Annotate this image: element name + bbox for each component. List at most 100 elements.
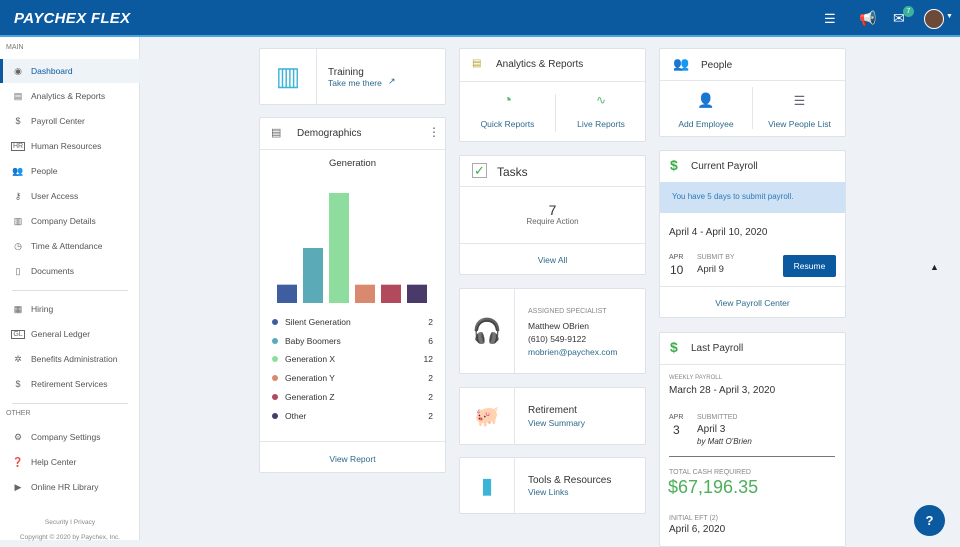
legend-dot: [272, 319, 278, 325]
legend-label: Generation X: [285, 354, 336, 365]
legend-item: Generation Y 2: [272, 373, 433, 383]
bar-generation-z[interactable]: [381, 284, 401, 303]
label: User Access: [31, 191, 79, 201]
label: Benefits Administration: [31, 354, 118, 364]
view-report-link[interactable]: View Report: [329, 454, 376, 464]
specialist-email[interactable]: mobrien@paychex.com: [528, 347, 618, 357]
tasks-title: Tasks: [497, 165, 528, 179]
last-payroll-card: $ Last Payroll WEEKLY PAYROLL March 28 -…: [659, 332, 846, 547]
sidebar-item-hr[interactable]: HR Human Resources: [0, 134, 140, 158]
label: Analytics & Reports: [31, 91, 106, 101]
view-links-link[interactable]: View Links: [528, 487, 569, 497]
quick-reports-link[interactable]: Quick Reports: [480, 119, 535, 129]
bar-silent-generation[interactable]: [277, 284, 297, 303]
specialist-card: 🎧 ASSIGNED SPECIALIST Matthew OBrien (61…: [459, 288, 646, 374]
notification-badge: 7: [903, 6, 914, 17]
sidebar-item-analytics[interactable]: ▤ Analytics & Reports: [0, 84, 140, 108]
submit-by-label: SUBMIT BY: [697, 254, 735, 261]
submitted-label: SUBMITTED: [697, 414, 738, 421]
legend-dot: [272, 356, 278, 363]
people-list-icon[interactable]: ☰: [793, 93, 806, 108]
sidebar-item-company-settings[interactable]: ⚙ Company Settings: [0, 425, 140, 449]
dollar-icon: $: [670, 157, 678, 173]
footer-links[interactable]: Security I Privacy: [44, 519, 96, 526]
view-all-tasks-link[interactable]: View All: [537, 255, 568, 265]
add-user-icon[interactable]: 👤: [697, 92, 715, 108]
retirement-title: Retirement: [528, 405, 577, 416]
piggy-bank-icon: 🐖: [460, 388, 515, 444]
mail-icon[interactable]: ✉: [893, 10, 905, 26]
initial-eft-date: April 6, 2020: [669, 524, 726, 535]
sidebar-item-time[interactable]: ◷ Time & Attendance: [0, 234, 140, 258]
people-icon: 👥: [12, 165, 24, 176]
submitted-by: by Matt O'Brien: [697, 437, 752, 446]
sidebar-item-company-details[interactable]: ▥ Company Details: [0, 209, 140, 233]
legend-label: Baby Boomers: [285, 335, 341, 346]
training-link[interactable]: Take me there: [328, 78, 382, 88]
divider: [12, 403, 128, 404]
label: Dashboard: [31, 66, 73, 76]
sidebar-item-benefits[interactable]: ✲ Benefits Administration: [0, 347, 140, 371]
analytics-icon: ▤: [472, 58, 482, 69]
analytics-title: Analytics & Reports: [496, 59, 584, 70]
view-payroll-center-link[interactable]: View Payroll Center: [715, 298, 790, 308]
submitted-date: April 3: [697, 424, 726, 435]
tools-card[interactable]: ▮ Tools & Resources View Links: [459, 457, 646, 514]
sidebar-item-help-center[interactable]: ❓ Help Center: [0, 450, 140, 474]
people-list-icon[interactable]: ☰: [824, 11, 836, 26]
specialist-phone[interactable]: (610) 549-9122: [528, 334, 587, 344]
gear-icon: ⚙: [13, 431, 23, 442]
month: APR: [669, 254, 684, 261]
bar-generation-y[interactable]: [355, 284, 375, 303]
view-people-list-link[interactable]: View People List: [768, 119, 831, 129]
sidebar-item-payroll[interactable]: $ Payroll Center: [0, 109, 140, 133]
sidebar-item-retirement[interactable]: $ Retirement Services: [0, 372, 140, 396]
help-button[interactable]: ?: [914, 505, 945, 536]
payroll-type: WEEKLY PAYROLL: [669, 375, 722, 381]
sidebar-item-dashboard[interactable]: ◉ Dashboard: [0, 59, 140, 83]
tasks-card: ✓ Tasks 7 Require Action View All: [459, 155, 646, 275]
view-summary-link[interactable]: View Summary: [528, 418, 585, 428]
label: Online HR Library: [31, 482, 99, 492]
sidebar-item-general-ledger[interactable]: GL General Ledger: [0, 322, 140, 346]
sidebar-item-documents[interactable]: ▯ Documents: [0, 259, 140, 283]
month: APR: [669, 414, 684, 421]
megaphone-icon[interactable]: 📢: [859, 10, 877, 26]
more-options-icon[interactable]: ⋮: [428, 125, 440, 139]
bar-generation-x[interactable]: [329, 193, 349, 303]
gl-icon: GL: [11, 329, 25, 339]
legend-dot: [272, 375, 278, 382]
tasks-count: 7: [548, 202, 557, 218]
reports-icon: ▤: [13, 90, 23, 101]
legend-item: Baby Boomers 6: [272, 336, 433, 346]
total-cash-label: TOTAL CASH REQUIRED: [669, 469, 751, 476]
pie-chart-icon[interactable]: ◔: [502, 92, 513, 109]
bar-other[interactable]: [407, 284, 427, 303]
chevron-down-icon[interactable]: ▼: [946, 13, 953, 20]
avatar[interactable]: [924, 9, 944, 29]
current-payroll-card: $ Current Payroll You have 5 days to sub…: [659, 150, 846, 318]
piggy-bank-icon: $: [15, 379, 21, 389]
sidebar-item-hr-library[interactable]: ▶ Online HR Library: [0, 475, 140, 499]
payroll-period: April 4 - April 10, 2020: [669, 227, 768, 238]
user-access-icon: ⚷: [14, 190, 22, 201]
line-chart-icon[interactable]: ∿: [595, 93, 607, 107]
dollar-icon: $: [15, 116, 21, 126]
live-reports-link[interactable]: Live Reports: [577, 119, 625, 129]
add-employee-link[interactable]: Add Employee: [678, 119, 734, 129]
paychex-flex-logo[interactable]: PAYCHEX FLEX: [14, 10, 131, 27]
training-card[interactable]: ▥ Training Take me there ↗: [259, 48, 446, 105]
section-main: MAIN: [6, 44, 24, 51]
retirement-card[interactable]: 🐖 Retirement View Summary: [459, 387, 646, 445]
sidebar-item-hiring[interactable]: ▦ Hiring: [0, 297, 140, 321]
resume-button[interactable]: Resume: [783, 255, 836, 277]
label: Company Details: [31, 216, 96, 226]
sidebar: MAIN ◉ Dashboard ▤ Analytics & Reports $ Pa…: [0, 37, 140, 541]
sidebar-item-people[interactable]: 👥 People: [0, 159, 140, 183]
bar-baby-boomers[interactable]: [303, 248, 323, 303]
people-title: People: [701, 60, 733, 71]
legend-item: Generation Z 2: [272, 392, 433, 402]
dollar-icon: $: [670, 339, 678, 355]
legend-value: 2: [428, 391, 433, 402]
sidebar-item-user-access[interactable]: ⚷ User Access: [0, 184, 140, 208]
